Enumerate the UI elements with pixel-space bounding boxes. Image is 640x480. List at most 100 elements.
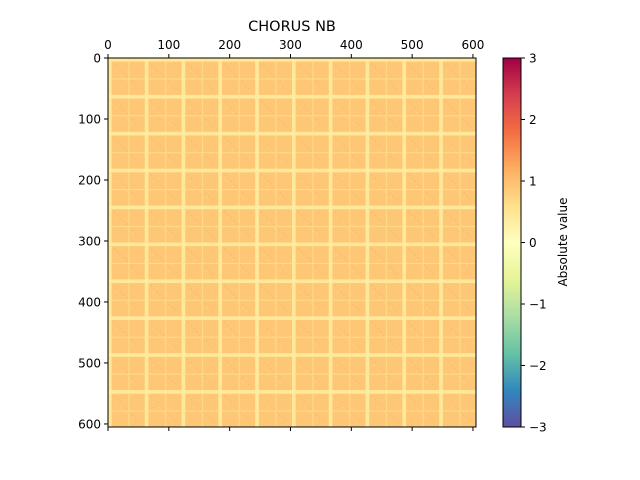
heatmap-diagonal-cell — [137, 272, 140, 275]
heatmap-diagonal-cell — [239, 189, 241, 192]
heatmap-diagonal-cell — [423, 337, 425, 339]
heatmap-diagonal-cell — [421, 375, 423, 377]
heatmap-diagonal-cell — [456, 112, 459, 115]
heatmap-diagonal-cell — [158, 111, 160, 114]
heatmap-diagonal-cell — [285, 198, 287, 201]
heatmap-diagonal-cell — [355, 232, 358, 235]
heatmap-diagonal-cell — [275, 78, 278, 81]
heatmap-diagonal-cell — [223, 63, 226, 66]
heatmap-diagonal-cell — [279, 196, 281, 198]
heatmap-diagonal-cell — [171, 84, 174, 87]
heatmap-diagonal-cell — [248, 198, 251, 201]
heatmap-diagonal-cell — [453, 220, 456, 223]
heatmap-diagonal-cell — [444, 174, 447, 177]
heatmap-diagonal-cell — [421, 228, 423, 230]
heatmap-diagonal-cell — [152, 69, 154, 71]
heatmap-diagonal-cell — [336, 364, 338, 367]
heatmap-diagonal-cell — [456, 223, 459, 226]
heatmap-diagonal-cell — [263, 69, 265, 71]
heatmap-diagonal-cell — [358, 383, 361, 385]
heatmap-diagonal-cell — [159, 257, 162, 259]
heatmap-diagonal-cell — [310, 375, 313, 377]
heatmap-diagonal-cell — [310, 265, 313, 267]
heatmap-diagonal-cell — [202, 115, 205, 118]
heatmap-diagonal-cell — [336, 401, 338, 403]
heatmap-diagonal-cell — [389, 159, 392, 162]
heatmap-diagonal-cell — [263, 143, 265, 145]
heatmap-diagonal-cell — [126, 412, 129, 414]
heatmap-diagonal-cell — [465, 158, 468, 161]
heatmap-diagonal-cell — [122, 404, 125, 407]
heatmap-diagonal-cell — [374, 66, 376, 69]
heatmap-diagonal-cell — [229, 69, 232, 72]
heatmap-diagonal-cell — [410, 217, 412, 219]
heatmap-diagonal-cell — [380, 330, 383, 333]
heatmap-diagonal-cell — [384, 338, 386, 341]
heatmap-diagonal-cell — [459, 410, 462, 413]
heatmap-diagonal-cell — [223, 174, 226, 177]
heatmap-band-row — [108, 262, 476, 265]
heatmap-diagonal-cell — [309, 333, 312, 336]
heatmap-diagonal-cell — [300, 324, 303, 327]
heatmap-diagonal-cell — [269, 330, 272, 333]
heatmap-diagonal-cell — [452, 222, 454, 224]
heatmap-diagonal-cell — [309, 112, 312, 115]
heatmap-diagonal-cell — [285, 383, 287, 385]
heatmap-diagonal-cell — [334, 247, 337, 250]
heatmap-diagonal-cell — [463, 159, 465, 162]
heatmap-diagonal-cell — [223, 211, 226, 213]
heatmap-diagonal-cell — [447, 66, 450, 69]
heatmap-diagonal-cell — [122, 220, 125, 223]
x-axis-bottom — [107, 427, 474, 431]
heatmap-diagonal-cell — [378, 75, 381, 77]
heatmap-diagonal-cell — [278, 376, 281, 379]
heatmap-diagonal-cell — [316, 159, 318, 162]
heatmap-diagonal-cell — [168, 81, 171, 84]
heatmap-diagonal-cell — [340, 364, 343, 367]
heatmap-diagonal-cell — [429, 416, 431, 419]
heatmap-diagonal-cell — [463, 270, 465, 272]
heatmap-diagonal-cell — [119, 106, 122, 109]
heatmap-diagonal-cell — [353, 270, 355, 272]
heatmap-diagonal-cell — [163, 265, 165, 267]
heatmap-diagonal-cell — [297, 211, 300, 213]
heatmap-diagonal-cell — [353, 344, 355, 346]
x-axis-top: 0 100 200 300 400 500 600 — [104, 38, 484, 58]
heatmap-diagonal-cell — [374, 398, 376, 401]
heatmap-diagonal-cell — [168, 266, 171, 269]
heatmap-diagonal-cell — [189, 290, 191, 293]
heatmap-diagonal-cell — [305, 222, 307, 224]
heatmap-band-col — [459, 58, 461, 427]
heatmap-diagonal-cell — [450, 180, 453, 183]
heatmap-diagonal-cell — [237, 338, 239, 341]
heatmap-diagonal-cell — [132, 307, 134, 309]
heatmap-diagonal-cell — [153, 214, 156, 216]
heatmap-diagonal-cell — [337, 140, 340, 143]
heatmap-diagonal-cell — [137, 419, 140, 422]
heatmap-diagonal-cell — [447, 217, 449, 219]
heatmap-diagonal-cell — [415, 222, 417, 224]
colorbar-tick-label: −1 — [529, 298, 547, 312]
heatmap-diagonal-cell — [378, 407, 381, 409]
heatmap-diagonal-cell — [115, 106, 118, 108]
heatmap-diagonal-cell — [169, 122, 171, 125]
heatmap-diagonal-cell — [121, 222, 123, 224]
heatmap-diagonal-cell — [426, 192, 428, 195]
heatmap-diagonal-cell — [310, 154, 313, 156]
heatmap-diagonal-cell — [465, 232, 468, 235]
heatmap-diagonal-cell — [274, 301, 276, 304]
heatmap-diagonal-cell — [194, 259, 197, 261]
heatmap-diagonal-cell — [162, 186, 165, 189]
x-tick-label: 100 — [157, 38, 180, 52]
heatmap-diagonal-cell — [377, 364, 379, 367]
heatmap-diagonal-cell — [163, 154, 165, 156]
heatmap-diagonal-cell — [343, 294, 346, 296]
heatmap-diagonal-cell — [153, 66, 156, 69]
heatmap-diagonal-cell — [297, 247, 300, 250]
heatmap-diagonal-cell — [128, 373, 131, 376]
heatmap-diagonal-cell — [199, 260, 202, 263]
heatmap-diagonal-cell — [260, 137, 263, 140]
heatmap-diagonal-cell — [272, 149, 275, 152]
heatmap-diagonal-cell — [355, 121, 358, 124]
y-tick-label: 300 — [78, 234, 101, 248]
